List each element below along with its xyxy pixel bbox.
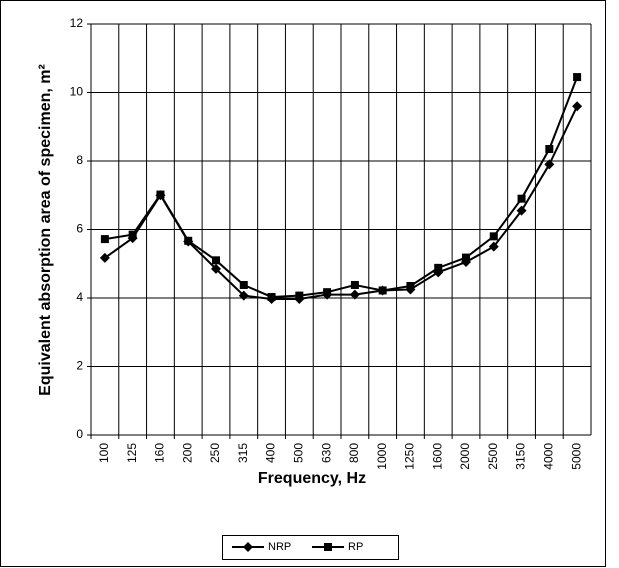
x-axis-title: Frequency, Hz — [258, 470, 366, 487]
marker — [573, 73, 582, 82]
marker — [211, 263, 221, 274]
x-tick-label: 100 — [97, 443, 111, 463]
marker — [572, 101, 583, 112]
y-tick-label: 10 — [70, 85, 84, 99]
y-tick-label: 8 — [76, 153, 83, 167]
marker — [434, 263, 443, 272]
x-tick-label: 800 — [347, 443, 361, 463]
marker — [212, 256, 220, 265]
marker — [239, 280, 248, 289]
marker — [267, 292, 276, 301]
marker — [324, 543, 332, 551]
series-line — [104, 76, 579, 298]
marker — [349, 289, 360, 300]
y-tick-label: 12 — [70, 16, 84, 30]
x-tick-label: 200 — [180, 443, 194, 463]
marker — [350, 280, 359, 289]
marker — [488, 241, 499, 252]
x-tick-label: 125 — [125, 443, 139, 463]
x-tick-label: 630 — [319, 443, 333, 463]
x-tick-label: 160 — [153, 443, 167, 463]
y-tick-label: 2 — [76, 359, 83, 373]
x-tick-label: 5000 — [569, 443, 583, 470]
marker — [99, 252, 110, 263]
marker — [243, 542, 253, 552]
marker — [462, 253, 470, 262]
marker — [545, 145, 554, 154]
x-tick-label: 500 — [292, 443, 306, 463]
y-tick-label: 4 — [76, 290, 83, 304]
legend-label: NRP — [268, 541, 291, 553]
marker — [100, 235, 109, 244]
x-tick-label: 1000 — [375, 443, 389, 470]
marker — [517, 194, 526, 203]
x-tick-label: 1600 — [430, 443, 444, 470]
legend-label: RP — [348, 541, 363, 553]
marker — [378, 286, 387, 295]
x-tick-label: 250 — [208, 443, 222, 463]
marker — [406, 282, 415, 291]
x-tick-label: 315 — [236, 443, 250, 463]
x-tick-label: 2000 — [458, 443, 472, 470]
x-tick-label: 2500 — [486, 443, 500, 470]
x-tick-label: 400 — [264, 443, 278, 463]
marker — [128, 230, 137, 239]
x-tick-label: 4000 — [542, 443, 556, 470]
marker — [156, 190, 165, 199]
marker — [295, 291, 304, 300]
marker — [184, 236, 193, 245]
x-tick-label: 1250 — [403, 443, 417, 470]
y-tick-label: 0 — [76, 427, 83, 441]
marker — [323, 288, 332, 297]
marker — [544, 159, 555, 170]
y-axis-title: Equivalent absorption area of specimen, … — [37, 64, 54, 396]
marker — [238, 290, 249, 301]
marker — [516, 205, 527, 216]
marker — [489, 232, 498, 241]
x-tick-label: 3150 — [514, 443, 528, 470]
y-tick-label: 6 — [76, 222, 83, 236]
